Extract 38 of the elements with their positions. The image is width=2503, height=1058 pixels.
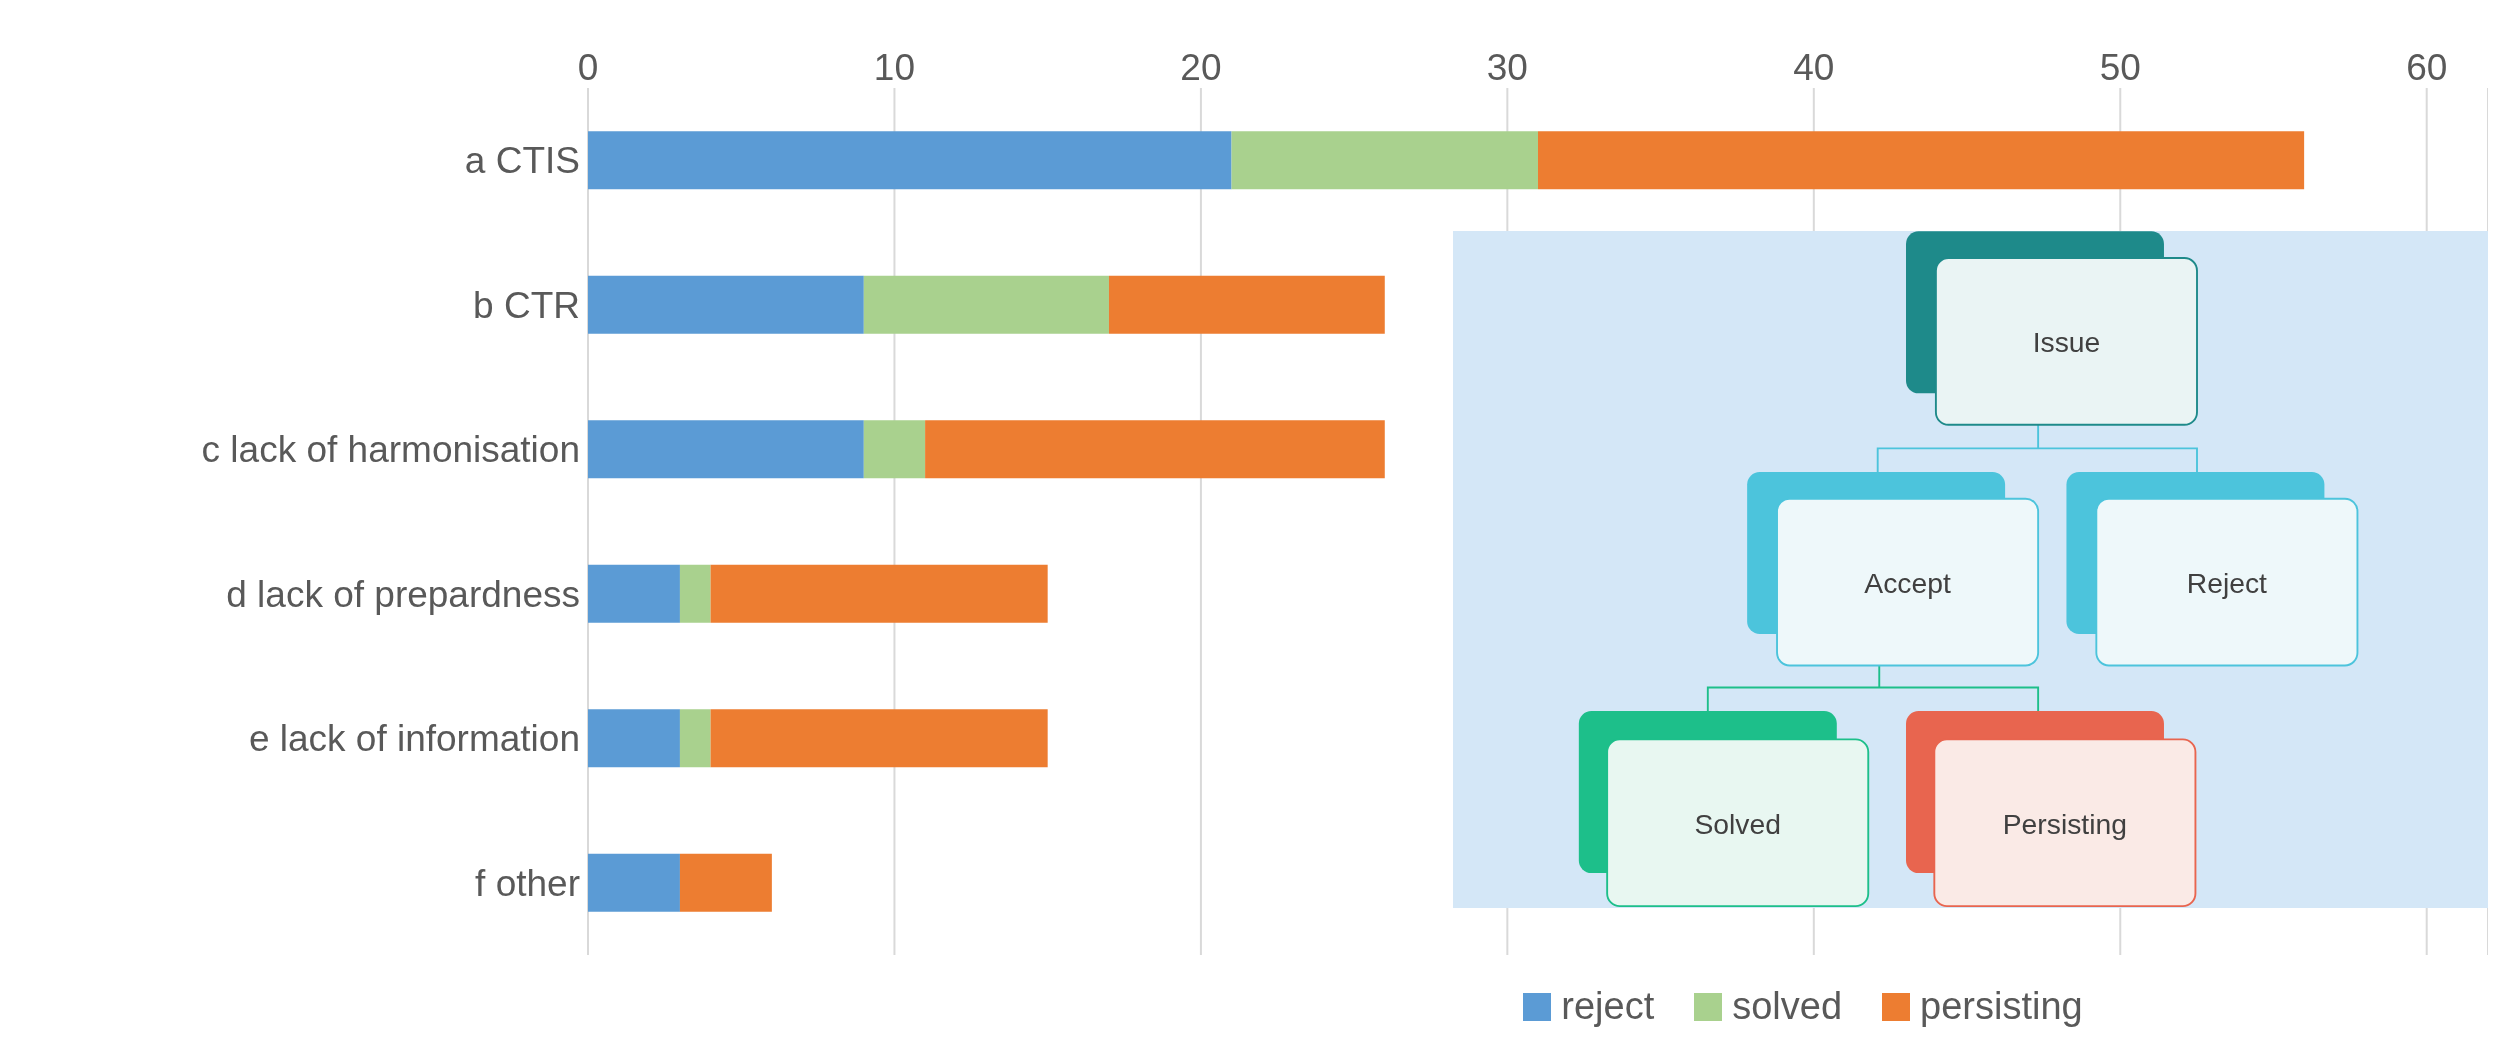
bar xyxy=(1108,275,1385,334)
bar xyxy=(863,420,926,479)
legend-label: solved xyxy=(1731,985,1843,1028)
bar xyxy=(588,420,864,479)
bar xyxy=(588,709,680,768)
legend-label: persisting xyxy=(1919,985,2083,1028)
x-tick-label: 40 xyxy=(1793,47,1835,88)
x-tick-label: 30 xyxy=(1486,47,1528,88)
x-tick-label: 60 xyxy=(2406,47,2448,88)
bar xyxy=(710,709,1048,768)
x-tick-label: 10 xyxy=(873,47,916,88)
bar xyxy=(588,275,864,334)
bar xyxy=(588,564,680,623)
bar xyxy=(1231,131,1538,190)
y-tick-label: f other xyxy=(475,862,580,904)
x-tick-label: 50 xyxy=(2099,47,2141,88)
annotation: Persisting xyxy=(2002,807,2127,840)
x-tick-label: 20 xyxy=(1180,47,1222,88)
bar xyxy=(925,420,1385,479)
annotation: Solved xyxy=(1694,807,1781,840)
y-tick-label: d lack of prepardness xyxy=(226,573,580,615)
bar xyxy=(1538,131,2305,190)
bar xyxy=(863,275,1109,334)
bar xyxy=(588,131,1232,190)
y-tick-label: a CTIS xyxy=(464,140,580,182)
legend-label: reject xyxy=(1560,985,1655,1028)
bar xyxy=(679,564,711,623)
bar xyxy=(710,564,1048,623)
annotation: Accept xyxy=(1864,567,1951,600)
bar xyxy=(588,853,680,912)
bar xyxy=(679,853,772,912)
annotation: Reject xyxy=(2186,567,2268,600)
y-tick-label: b CTR xyxy=(473,284,580,326)
annotation: Issue xyxy=(2032,326,2101,359)
y-tick-label: c lack of harmonisation xyxy=(201,429,580,471)
bar xyxy=(679,709,711,768)
y-tick-label: e lack of information xyxy=(248,718,580,760)
x-tick-label: 0 xyxy=(577,47,599,88)
